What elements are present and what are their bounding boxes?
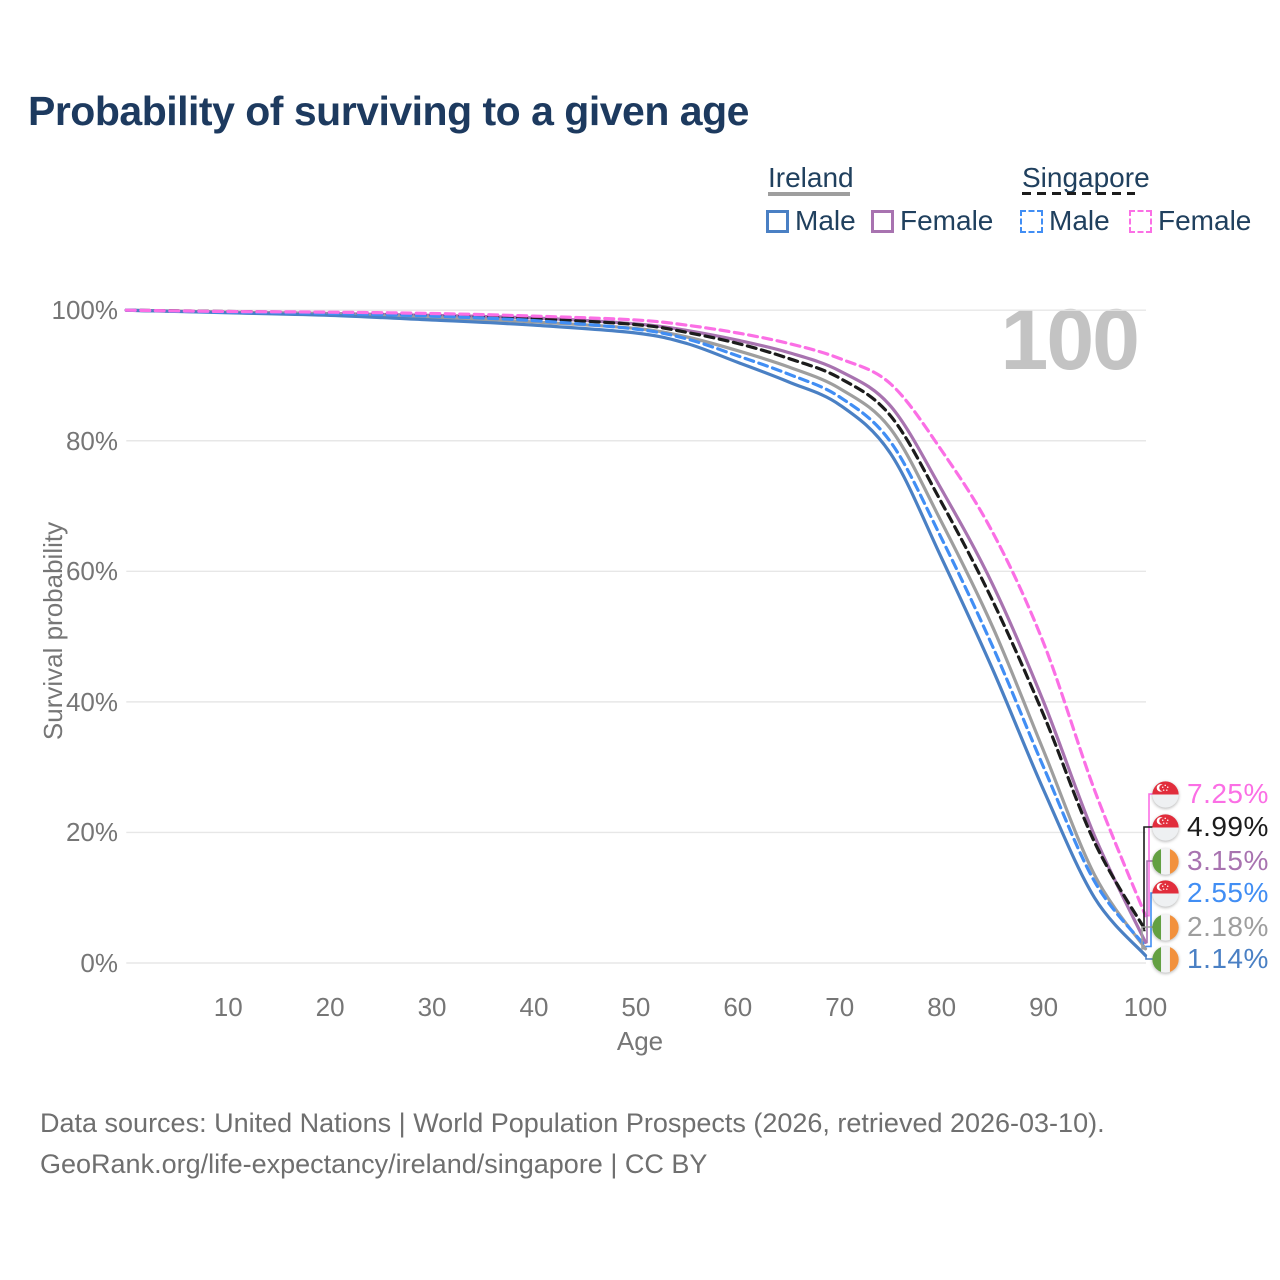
- y-tick-label: 40%: [65, 686, 118, 717]
- legend-item-ireland-male[interactable]: Male: [766, 205, 856, 237]
- x-tick-label: 90: [1029, 992, 1059, 1022]
- x-tick-label: 20: [315, 992, 345, 1022]
- series-lines: [124, 308, 1148, 958]
- singapore-flag-icon: [1152, 780, 1179, 808]
- ireland-solid-line-sample: [768, 192, 850, 196]
- connector-ireland-female: [1145, 860, 1153, 944]
- y-tick-label: 60%: [65, 556, 118, 587]
- legend-label: Female: [1158, 205, 1252, 236]
- ireland-flag-icon: [1152, 945, 1179, 973]
- end-value: 4.99%: [1187, 811, 1269, 842]
- end-label-ireland-male: 1.14%: [1152, 943, 1269, 975]
- legend-item-singapore-female[interactable]: Female: [1129, 205, 1251, 237]
- singapore-flag-icon: [1152, 813, 1179, 841]
- age-counter: 100: [1000, 292, 1140, 388]
- singapore-flag-icon: [1152, 879, 1179, 907]
- legend-label: Female: [900, 205, 994, 236]
- end-value: 3.15%: [1187, 845, 1269, 876]
- end-value: 7.25%: [1187, 778, 1269, 809]
- gridlines: [126, 309, 1146, 964]
- y-tick-label: 20%: [65, 817, 118, 848]
- series-line-ireland-both: [124, 308, 1148, 951]
- end-label-connectors: [1141, 793, 1153, 960]
- legend-label: Male: [1049, 205, 1110, 236]
- legend-item-ireland-female[interactable]: Female: [871, 205, 993, 237]
- x-tick-label: 30: [417, 992, 447, 1022]
- ireland-flag-icon: [1152, 847, 1179, 875]
- ireland-male-swatch-icon: [766, 209, 789, 233]
- connector-singapore-male: [1145, 892, 1153, 948]
- series-line-singapore-female: [124, 308, 1148, 918]
- connector-ireland-male: [1145, 954, 1153, 960]
- x-tick-label: 50: [621, 992, 651, 1022]
- series-line-singapore-both: [124, 308, 1148, 932]
- y-tick-label: 0%: [80, 948, 118, 978]
- singapore-dashed-line-sample: [1022, 192, 1135, 195]
- end-label-singapore-both: 4.99%: [1152, 811, 1269, 843]
- end-label-singapore-female: 7.25%: [1152, 778, 1269, 810]
- legend-ireland-header: Ireland: [768, 162, 854, 193]
- singapore-female-swatch-icon: [1129, 209, 1152, 233]
- data-sources-line: Data sources: United Nations | World Pop…: [40, 1108, 1105, 1138]
- connector-ireland-both: [1141, 926, 1153, 950]
- x-tick-label: 70: [825, 992, 855, 1022]
- y-tick-label: 100%: [51, 295, 119, 326]
- x-tick-label: 10: [213, 992, 243, 1022]
- series-line-ireland-male: [124, 308, 1148, 958]
- ireland-female-swatch-icon: [871, 209, 894, 233]
- legend-singapore-header: Singapore: [1022, 162, 1150, 193]
- end-label-ireland-female: 3.15%: [1152, 845, 1269, 877]
- x-tick-label: 100: [1123, 992, 1168, 1022]
- ireland-flag-icon: [1152, 913, 1179, 941]
- end-label-ireland-both: 2.18%: [1152, 911, 1269, 943]
- series-line-singapore-male: [124, 308, 1148, 948]
- legend-label: Male: [795, 205, 856, 236]
- attribution-line: GeoRank.org/life-expectancy/ireland/sing…: [40, 1149, 708, 1179]
- end-label-singapore-male: 2.55%: [1152, 877, 1269, 909]
- y-tick-label: 80%: [65, 425, 118, 456]
- connector-singapore-both: [1143, 826, 1153, 932]
- x-tick-label: 40: [519, 992, 549, 1022]
- end-value: 2.55%: [1187, 877, 1269, 908]
- x-tick-label: 60: [723, 992, 753, 1022]
- singapore-male-swatch-icon: [1020, 209, 1043, 233]
- y-axis-title: Survival probability: [38, 521, 68, 741]
- x-tick-label: 80: [927, 992, 957, 1022]
- end-value: 2.18%: [1187, 911, 1269, 942]
- page-title: Probability of surviving to a given age: [28, 88, 749, 134]
- legend-item-singapore-male[interactable]: Male: [1020, 205, 1110, 237]
- end-value: 1.14%: [1187, 943, 1269, 974]
- x-axis-title: Age: [616, 1026, 664, 1056]
